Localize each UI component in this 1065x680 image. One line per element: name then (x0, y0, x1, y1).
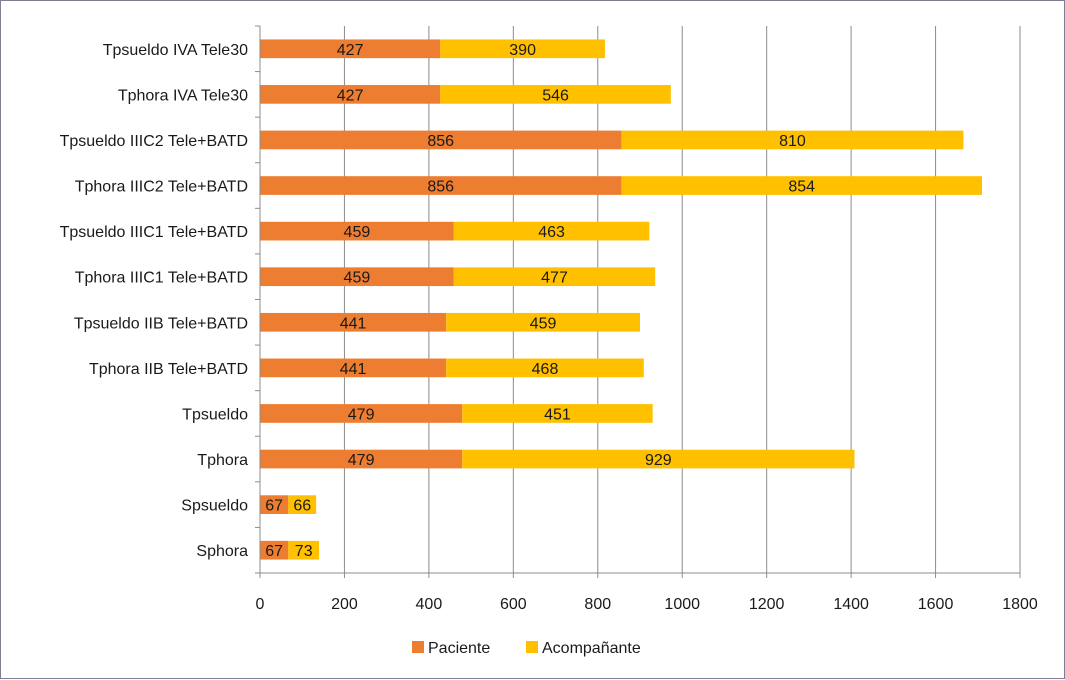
data-label: 66 (293, 498, 311, 515)
data-label: 441 (340, 315, 367, 332)
data-label: 459 (344, 224, 371, 241)
bar-acompanante (446, 358, 644, 378)
data-label: 479 (348, 406, 375, 423)
x-tick-label: 1400 (833, 596, 869, 613)
data-label: 810 (779, 133, 806, 150)
bar-acompanante (462, 449, 855, 469)
data-label: 441 (340, 361, 367, 378)
bar-acompanante (621, 176, 982, 195)
bar-paciente (260, 39, 441, 59)
category-label: Tpsueldo (182, 406, 248, 423)
x-tick-label: 1800 (1002, 596, 1038, 613)
x-tick-label: 1200 (749, 596, 785, 613)
bar-acompanante (453, 267, 656, 287)
bar-acompanante (440, 39, 605, 59)
data-label: 390 (509, 42, 536, 59)
data-label: 67 (265, 498, 283, 515)
data-label: 67 (265, 543, 283, 560)
data-label: 546 (542, 87, 569, 104)
bar-acompanante (453, 221, 650, 241)
data-label: 463 (538, 224, 565, 241)
legend: Paciente Acompañante (412, 640, 641, 657)
bar-paciente (260, 221, 454, 241)
data-label: 427 (337, 42, 364, 59)
bar-paciente (260, 267, 454, 287)
bar-paciente (260, 449, 463, 469)
data-label: 856 (427, 133, 454, 150)
x-tick-label: 800 (584, 596, 611, 613)
category-label: Tpsueldo IIIC2 Tele+BATD (60, 133, 248, 150)
bar-acompanante (446, 312, 640, 332)
category-label: Tpsueldo IVA Tele30 (103, 42, 248, 59)
legend-label: Acompañante (542, 640, 641, 657)
category-label: Tphora IIIC2 Tele+BATD (75, 179, 248, 196)
bar-paciente (260, 130, 622, 150)
data-label: 929 (645, 452, 672, 469)
category-label: Tphora IIB Tele+BATD (89, 361, 248, 378)
data-label: 854 (788, 179, 815, 196)
x-tick-label: 1000 (664, 596, 700, 613)
category-label: Tpsueldo IIB Tele+BATD (74, 315, 248, 332)
legend-swatch (412, 641, 424, 653)
x-tick-label: 400 (416, 596, 443, 613)
bar-paciente (260, 495, 289, 514)
data-label: 468 (532, 361, 559, 378)
bar-paciente (260, 358, 447, 378)
labels: Tpsueldo IVA Tele30 Tphora IVA Tele30 Tpsu… (60, 42, 816, 560)
category-label: Tphora (197, 452, 248, 469)
bar-paciente (260, 404, 463, 423)
category-label: Tphora IVA Tele30 (118, 87, 248, 104)
bar-acompanante (462, 404, 653, 423)
data-label: 459 (530, 315, 557, 332)
bar-paciente (260, 176, 622, 195)
category-label: Tphora IIIC1 Tele+BATD (75, 270, 248, 287)
category-label: Spsueldo (181, 498, 248, 515)
data-label: 459 (344, 270, 371, 287)
data-label: 477 (541, 270, 568, 287)
category-label: Sphora (196, 543, 248, 560)
data-label: 73 (295, 543, 313, 560)
data-label: 427 (337, 87, 364, 104)
bars (260, 39, 982, 560)
data-label: 856 (427, 179, 454, 196)
bar-paciente (260, 540, 289, 560)
bar-acompanante (621, 130, 964, 150)
bar-paciente (260, 312, 447, 332)
legend-swatch (526, 641, 538, 653)
data-label: 451 (544, 406, 571, 423)
bar-acompanante (440, 85, 671, 104)
axes: 0 200 400 600 800 1000 1200 1400 1600 1800 (255, 25, 1038, 613)
legend-label: Paciente (428, 640, 490, 657)
x-tick-label: 600 (500, 596, 527, 613)
data-label: 479 (348, 452, 375, 469)
gridlines (343, 26, 1021, 573)
bar-paciente (260, 85, 441, 104)
bar-acompanante (288, 495, 317, 514)
bar-acompanante (288, 540, 320, 560)
x-tick-label: 0 (256, 596, 265, 613)
category-label: Tpsueldo IIIC1 Tele+BATD (60, 224, 248, 241)
x-tick-label: 1600 (918, 596, 954, 613)
x-tick-label: 200 (331, 596, 358, 613)
